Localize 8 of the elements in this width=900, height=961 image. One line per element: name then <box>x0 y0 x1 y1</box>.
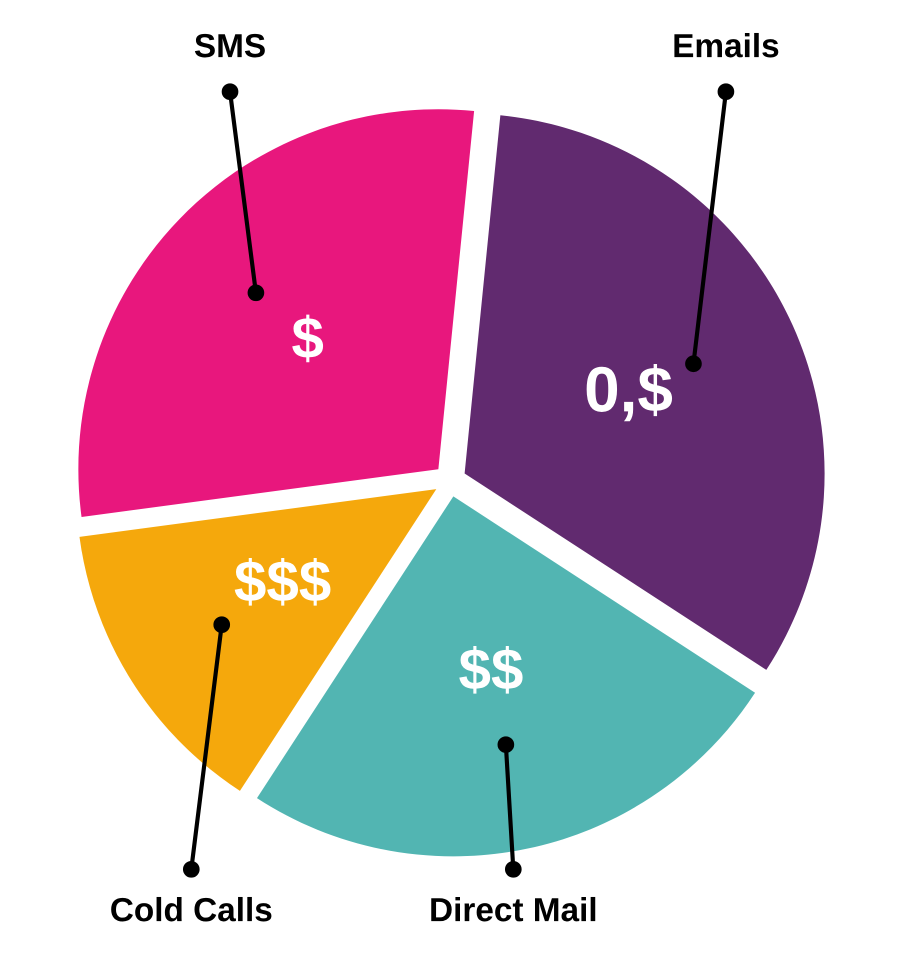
text: $$$ <box>234 558 330 606</box>
text: $$ <box>459 646 523 694</box>
slice-label: SMS <box>194 34 265 58</box>
slice-label: Direct Mail <box>431 896 596 922</box>
text: 0,$ <box>586 364 672 422</box>
text: $ <box>292 314 324 362</box>
slice-label: Cold Calls <box>111 896 272 922</box>
slice-label: Emails <box>674 32 778 58</box>
